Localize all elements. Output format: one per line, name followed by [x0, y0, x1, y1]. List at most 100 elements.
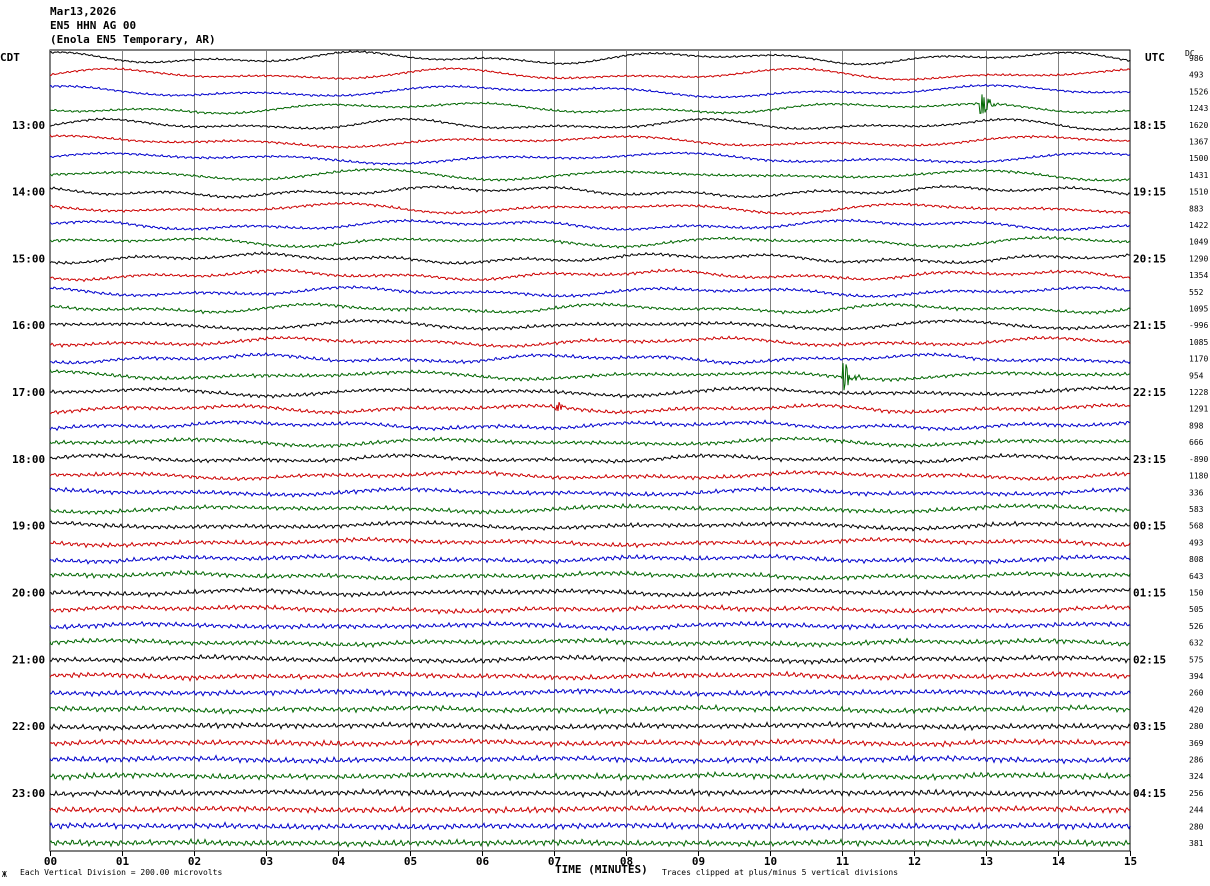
trace-row-9: [49, 201, 1131, 216]
cdt-hour-label: 22:00: [12, 720, 45, 733]
dc-offset-label: 568: [1189, 522, 1204, 531]
trace-row-10: [49, 218, 1131, 232]
trace-row-39: [49, 703, 1131, 715]
plot-frame: [49, 49, 1131, 852]
trace-row-45: [49, 804, 1131, 815]
x-tick-label: 13: [980, 855, 993, 868]
trace-row-44: [49, 787, 1130, 799]
dc-offset-label: 150: [1189, 588, 1204, 597]
dc-offset-label: 883: [1189, 204, 1204, 213]
x-tick-label: 01: [116, 855, 130, 868]
dc-offset-label: 1170: [1189, 355, 1208, 364]
x-tick-label: 10: [764, 855, 777, 868]
utc-hour-label: 01:15: [1133, 586, 1166, 599]
trace-row-43: [49, 770, 1131, 782]
dc-offset-label: 666: [1189, 438, 1204, 447]
x-tick-label: 02: [188, 855, 201, 868]
record-date: Mar13,2026: [50, 5, 117, 18]
trace-row-47: [49, 837, 1131, 848]
trace-row-24: [49, 452, 1131, 465]
cdt-hour-label: 17:00: [12, 386, 45, 399]
dc-offset-label: 986: [1189, 54, 1204, 63]
dc-offset-label: 1228: [1189, 388, 1208, 397]
x-tick-label: 06: [476, 855, 490, 868]
trace-row-37: [49, 670, 1131, 682]
trace-row-20: [49, 385, 1131, 399]
dc-offset-label: 954: [1189, 371, 1204, 380]
dc-offset-label: 575: [1189, 655, 1204, 664]
dc-offset-label: 1510: [1189, 188, 1208, 197]
utc-hour-label: 00:15: [1133, 520, 1166, 533]
dc-offset-label: 493: [1189, 538, 1204, 547]
trace-row-31: [49, 569, 1131, 582]
trace-row-16: [49, 318, 1131, 332]
trace-row-41: [49, 737, 1131, 748]
x-tick-label: 03: [260, 855, 273, 868]
trace-row-46: [49, 821, 1131, 832]
dc-offset-label: 394: [1189, 672, 1204, 681]
cdt-hour-label: 13:00: [12, 119, 45, 132]
dc-offset-label: 583: [1189, 505, 1204, 514]
trace-row-30: [49, 553, 1131, 565]
station-name: (Enola EN5 Temporary, AR): [50, 33, 216, 46]
trace-row-8: [49, 184, 1131, 199]
trace-row-40: [49, 720, 1131, 732]
dc-offset-label: 369: [1189, 739, 1204, 748]
trace-row-35: [49, 637, 1131, 649]
dc-offset-label: 420: [1189, 705, 1204, 714]
cdt-hour-label: 16:00: [12, 319, 45, 332]
utc-hour-label: 19:15: [1133, 186, 1166, 199]
cdt-hour-label: 23:00: [12, 787, 45, 800]
utc-hour-label: 20:15: [1133, 252, 1166, 265]
trace-row-42: [49, 754, 1131, 765]
cdt-hour-label: 21:00: [12, 653, 45, 666]
right-timezone-label: UTC: [1145, 51, 1165, 64]
trace-row-21: [50, 402, 1131, 415]
dc-offset-label: 1095: [1189, 305, 1208, 314]
cdt-hour-label: 20:00: [12, 586, 45, 599]
utc-hour-label: 21:15: [1133, 319, 1166, 332]
dc-offset-label: 280: [1189, 822, 1204, 831]
cdt-hour-label: 19:00: [12, 520, 45, 533]
dc-offset-label: 280: [1189, 722, 1204, 731]
dc-offset-label: 526: [1189, 622, 1204, 631]
utc-hour-label: 23:15: [1133, 453, 1166, 466]
cdt-hour-label: 15:00: [12, 252, 45, 265]
trace-row-15: [49, 302, 1131, 315]
dc-offset-label: 1290: [1189, 254, 1208, 263]
x-axis-label: TIME (MINUTES): [555, 863, 648, 876]
dc-offset-label: 898: [1189, 421, 1204, 430]
dc-offset-label: 632: [1189, 639, 1204, 648]
dc-offset-header: DC: [1185, 49, 1195, 58]
trace-row-7: [49, 167, 1131, 183]
utc-hour-label: 18:15: [1133, 119, 1166, 132]
utc-hour-label: 03:15: [1133, 720, 1166, 733]
dc-offset-label: 324: [1189, 772, 1204, 781]
trace-row-22: [49, 419, 1131, 432]
trace-row-18: [49, 352, 1131, 366]
x-tick-label: 11: [836, 855, 850, 868]
trace-row-26: [49, 486, 1131, 498]
channel-code: EN5 HHN AG 00: [50, 19, 137, 32]
dc-offset-label: 552: [1189, 288, 1204, 297]
clip-note: Traces clipped at plus/minus 5 vertical …: [662, 868, 899, 877]
utc-hour-label: 04:15: [1133, 787, 1166, 800]
trace-row-4: [49, 117, 1131, 131]
trace-row-3: [49, 94, 1131, 115]
dc-offset-label: 260: [1189, 689, 1204, 698]
dc-offset-label: 1085: [1189, 338, 1208, 347]
cdt-hour-label: 18:00: [12, 453, 45, 466]
trace-row-29: [49, 536, 1131, 549]
trace-row-11: [49, 235, 1131, 249]
cdt-hour-label: 14:00: [12, 186, 45, 199]
x-tick-label: 04: [332, 855, 346, 868]
dc-offset-label: 1243: [1189, 104, 1208, 113]
trace-row-38: [49, 687, 1131, 699]
trace-row-33: [49, 603, 1131, 615]
dc-offset-label: 1422: [1189, 221, 1208, 230]
dc-offset-label: -996: [1189, 321, 1208, 330]
dc-offset-label: 808: [1189, 555, 1204, 564]
dc-offset-label: 244: [1189, 806, 1204, 815]
dc-offset-label: 1526: [1189, 87, 1208, 96]
